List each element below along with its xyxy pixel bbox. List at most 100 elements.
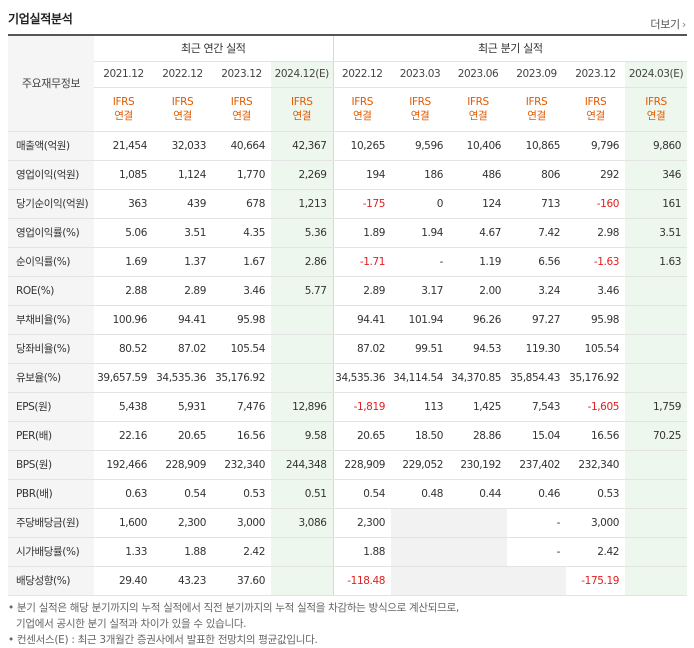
corner-label: 주요재무정보	[8, 35, 94, 132]
ifrs-label: IFRS 연결	[153, 87, 212, 132]
ifrs-consolidated: 연결	[468, 110, 488, 122]
group-header-row: 주요재무정보 최근 연간 실적 최근 분기 실적	[8, 35, 688, 132]
period-header: 2022.12	[333, 61, 392, 88]
table-cell: -	[391, 247, 450, 277]
table-cell: 7.42	[507, 218, 567, 248]
table-cell: 35,854.43	[507, 363, 567, 393]
table-cell: -118.48	[333, 566, 392, 596]
ifrs-standard: IFRS	[230, 96, 253, 108]
table-cell: 2,269	[271, 160, 334, 190]
table-cell: 5.36	[271, 218, 334, 248]
table-cell: 7,476	[212, 391, 271, 422]
table-cell: 105.54	[566, 334, 626, 364]
footnote-1: • 분기 실적은 해당 분기까지의 누적 실적에서 직전 분기까지의 누적 실적…	[8, 602, 459, 614]
table-cell: 5,438	[94, 391, 153, 422]
table-cell: 2.88	[94, 276, 153, 306]
table-cell: 229,052	[391, 450, 450, 480]
table-cell: 237,402	[507, 450, 567, 480]
row-label: EPS(원)	[8, 391, 94, 422]
table-cell: 3,000	[566, 508, 626, 538]
table-cell: 34,535.36	[153, 363, 212, 393]
table-cell	[391, 508, 450, 538]
table-cell: 2,300	[153, 508, 212, 538]
table-cell: 0	[391, 189, 450, 219]
table-cell: 1.94	[391, 218, 450, 248]
table-cell: 346	[625, 160, 688, 190]
table-cell: 5.06	[94, 218, 153, 248]
ifrs-standard: IFRS	[525, 96, 548, 108]
table-cell: 105.54	[212, 334, 271, 364]
row-label: 주당배당금(원)	[8, 508, 94, 538]
table-cell: 34,370.85	[449, 363, 508, 393]
row-label: 당좌비율(%)	[8, 334, 94, 364]
more-link[interactable]: 더보기 ›	[650, 16, 686, 32]
ifrs-header-row: IFRS 연결 IFRS 연결 IFRS 연결 IFRS 연결 IFRS 연결 IFRS 연결 IFRS…	[8, 87, 688, 132]
period-header: 2023.06	[449, 61, 508, 88]
table-row: EPS(원) 5,438 5,931 7,476 12,896 -1,819 113 1,42…	[8, 391, 688, 422]
row-label: 시가배당률(%)	[8, 537, 94, 567]
table-cell: 22.16	[94, 421, 153, 451]
table-cell: 20.65	[153, 421, 212, 451]
table-cell: 9,860	[625, 131, 688, 161]
table-row: ROE(%) 2.88 2.89 3.46 5.77 2.89 3.17 2.00 3.24 3.…	[8, 276, 688, 306]
table-row: 부채비율(%) 100.96 94.41 95.98 94.41 101.94 96.26 9…	[8, 305, 688, 335]
row-label: BPS(원)	[8, 450, 94, 480]
table-cell: 124	[449, 189, 508, 219]
table-cell: -175.19	[566, 566, 626, 596]
table-cell: 34,535.36	[333, 363, 392, 393]
table-cell: 192,466	[94, 450, 153, 480]
table-cell: 2.42	[566, 537, 626, 567]
ifrs-standard: IFRS	[291, 96, 313, 108]
row-label: PER(배)	[8, 421, 94, 451]
table-cell: 230,192	[449, 450, 508, 480]
table-cell: 10,865	[507, 131, 567, 161]
table-cell: 3.51	[153, 218, 212, 248]
table-cell: 2.89	[333, 276, 392, 306]
table-cell: 161	[625, 189, 688, 219]
ifrs-consolidated: 연결	[114, 110, 133, 122]
row-label: 유보율(%)	[8, 363, 94, 393]
ifrs-consolidated: 연결	[527, 110, 546, 122]
section-header: 기업실적분석 더보기 ›	[8, 8, 686, 31]
table-cell: 87.02	[153, 334, 212, 364]
table-cell: 37.60	[212, 566, 271, 596]
table-cell: 232,340	[212, 450, 271, 480]
table-cell	[271, 305, 334, 335]
table-cell: 6.56	[507, 247, 567, 277]
footnote-2: • 컨센서스(E) : 최근 3개월간 증권사에서 발표한 전망치의 평균값입니…	[8, 634, 318, 646]
table-cell	[625, 537, 688, 567]
period-header: 2021.12	[94, 61, 153, 88]
ifrs-label: IFRS 연결	[271, 87, 334, 132]
table-cell	[625, 508, 688, 538]
row-label: PBR(배)	[8, 479, 94, 509]
table-cell: 94.53	[449, 334, 508, 364]
table-cell: 1.69	[94, 247, 153, 277]
ifrs-consolidated: 연결	[646, 110, 666, 122]
table-cell: 16.56	[566, 421, 626, 451]
ifrs-label: IFRS 연결	[507, 87, 567, 132]
table-cell: 228,909	[333, 450, 392, 480]
ifrs-label: IFRS 연결	[391, 87, 450, 132]
table-cell: 20.65	[333, 421, 392, 451]
ifrs-standard: IFRS	[409, 96, 431, 108]
table-cell: 16.56	[212, 421, 271, 451]
ifrs-standard: IFRS	[645, 96, 667, 108]
table-row: 유보율(%) 39,657.59 34,535.36 35,176.92 34,535.…	[8, 363, 688, 393]
row-label: 순이익률(%)	[8, 247, 94, 277]
table-cell: 40,664	[212, 131, 271, 161]
table-cell: 0.54	[333, 479, 392, 509]
table-cell: 2.89	[153, 276, 212, 306]
ifrs-standard: IFRS	[351, 96, 374, 108]
table-cell: -175	[333, 189, 392, 219]
table-cell: 3.24	[507, 276, 567, 306]
table-cell: 292	[566, 160, 626, 190]
table-cell: 10,406	[449, 131, 508, 161]
more-label: 더보기	[650, 18, 680, 31]
ifrs-standard: IFRS	[584, 96, 607, 108]
table-cell: -160	[566, 189, 626, 219]
table-cell: 95.98	[212, 305, 271, 335]
footnote-1-cont: 기업에서 공시한 분기 실적과 차이가 있을 수 있습니다.	[16, 618, 247, 630]
table-cell: 87.02	[333, 334, 392, 364]
table-cell: 101.94	[391, 305, 450, 335]
table-cell	[625, 305, 688, 335]
